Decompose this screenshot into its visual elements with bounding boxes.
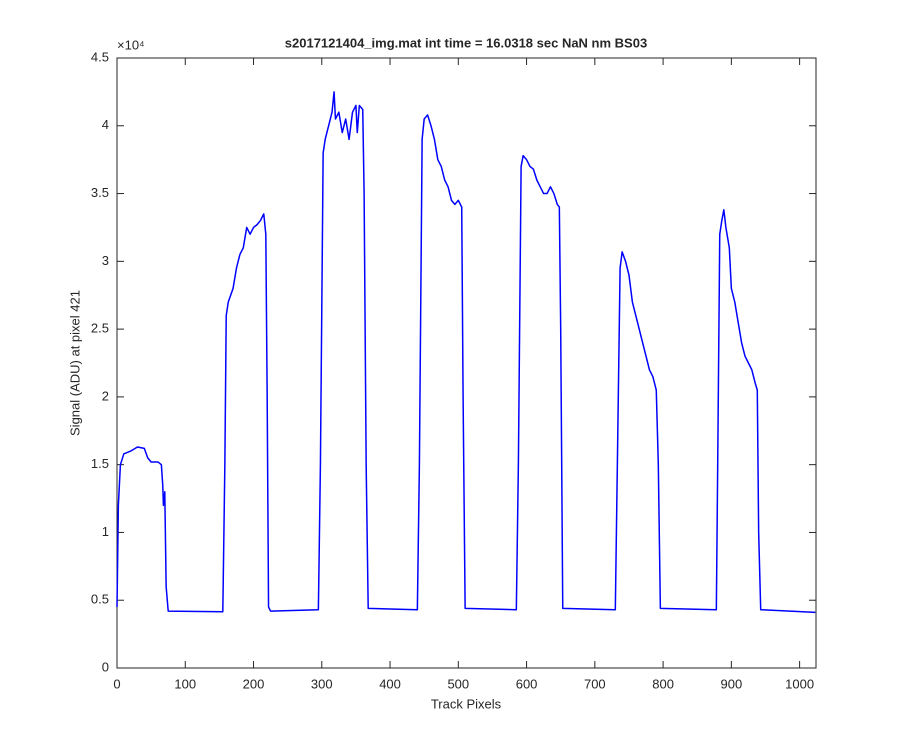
- y-tick-label: 1: [102, 524, 109, 539]
- y-tick-label: 0: [102, 659, 109, 674]
- plot-box: [116, 57, 817, 669]
- y-tick-label: 3: [102, 253, 109, 268]
- y-axis-label: Signal (ADU) at pixel 421: [67, 290, 82, 436]
- x-tick-label: 500: [447, 676, 469, 691]
- y-tick-label: 2: [102, 388, 109, 403]
- chart-title: s2017121404_img.mat int time = 16.0318 s…: [285, 35, 647, 50]
- y-exponent: ×10⁴: [117, 37, 145, 52]
- x-tick-label: 700: [584, 676, 606, 691]
- x-tick-label: 1000: [785, 676, 814, 691]
- x-tick-label: 600: [516, 676, 538, 691]
- x-axis-label: Track Pixels: [431, 696, 502, 711]
- x-tick-label: 0: [113, 676, 120, 691]
- x-tick-label: 800: [652, 676, 674, 691]
- y-tick-label: 0.5: [91, 592, 109, 607]
- x-tick-label: 900: [721, 676, 743, 691]
- data-line: [116, 91, 816, 614]
- y-tick-label: 4: [102, 117, 109, 132]
- x-tick-label: 100: [174, 676, 196, 691]
- y-tick-label: 4.5: [91, 49, 109, 64]
- x-tick-label: 300: [311, 676, 333, 691]
- y-tick-label: 3.5: [91, 185, 109, 200]
- x-tick-label: 400: [379, 676, 401, 691]
- x-tick-label: 200: [243, 676, 265, 691]
- y-tick-label: 1.5: [91, 456, 109, 471]
- y-tick-label: 2.5: [91, 321, 109, 336]
